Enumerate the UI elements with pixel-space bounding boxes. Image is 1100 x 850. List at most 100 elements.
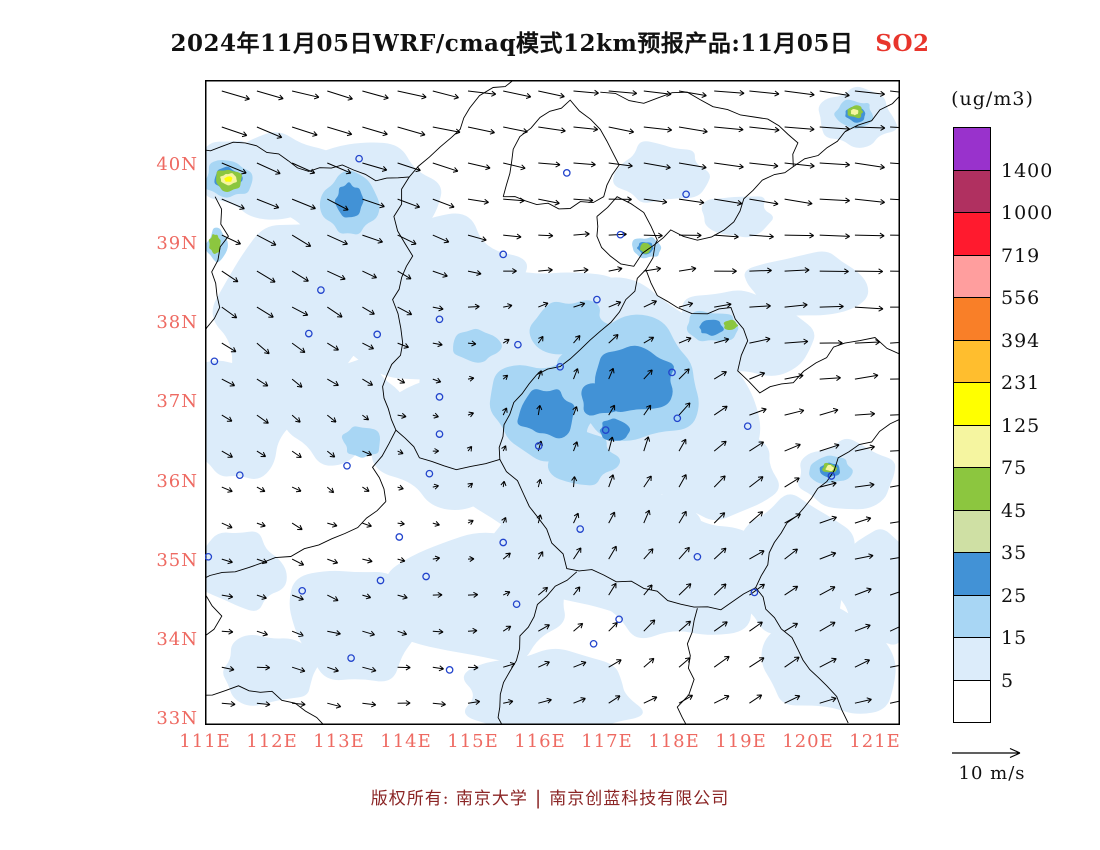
concentration-blob [581,383,623,416]
wind-arrow [573,547,582,560]
wind-arrow [573,697,586,704]
wind-arrow [678,126,708,135]
wind-arrow [749,621,763,632]
wind-arrow [749,550,765,560]
wind-arrow [500,480,507,488]
wind-arrow [327,666,339,673]
province-boundaries [206,81,899,724]
wind-arrow [678,583,692,596]
wind-arrow [749,407,767,416]
wind-arrow [467,90,497,97]
wind-arrow [678,620,692,632]
wind-arrow [749,511,764,524]
wind-arrow [362,450,373,457]
city-marker [512,600,521,609]
wind-arrow [714,198,743,206]
wind-arrow [678,90,707,98]
wind-arrow [326,486,335,494]
wind-arrow [291,270,309,282]
concentration-blob [453,328,502,363]
copyright-owner: 版权所有: 南京大学 [370,789,528,809]
city-marker [435,430,444,438]
wind-arrow [643,369,653,380]
wind-arrow [643,548,654,560]
wind-arrow [714,89,745,97]
wind-arrow [467,234,487,242]
colorbar-tick-label: 1000 [1001,202,1054,224]
city-marker [576,525,585,533]
concentration-blob [382,532,569,663]
wind-arrow [678,474,687,488]
wind-arrow [713,512,726,524]
wind-arrow [890,270,899,272]
wind-arrow [467,482,474,489]
wind-arrow [467,270,482,276]
wind-arrow [573,660,587,668]
concentration-blob [289,570,434,682]
concentration-blob [223,634,322,706]
colorbar-cell [953,212,991,256]
wind-arrow [256,198,280,210]
wind-arrow [502,407,508,416]
concentration-blob [206,531,287,611]
wind-arrow [608,511,616,524]
wind-arrow [608,90,638,97]
wind-arrow [819,657,837,668]
colorbar-tick-label: 75 [1001,457,1028,479]
wind-arrow [890,234,899,236]
wind-arrow [643,475,652,488]
wind-arrow [256,664,271,671]
lat-tick-label: 38N [156,312,198,334]
city-marker [499,538,508,547]
city-marker [298,586,307,595]
wind-arrow [291,198,316,210]
wind-arrow [784,443,801,452]
wind-arrow [432,665,444,672]
wind-arrow [749,441,765,452]
footer-divider-icon: | [534,787,543,809]
wind-arrow [572,406,579,416]
wind-arrow [327,90,353,101]
wind-arrow [678,546,690,560]
wind-arrow [713,405,728,416]
wind-arrow [714,301,732,308]
city-marker [682,190,690,199]
wind-arrow [538,198,560,206]
wind-arrow [432,521,440,527]
wind-arrow [890,198,899,201]
boundary-line [206,594,223,636]
boundary-line [676,608,698,724]
wind-arrow [784,126,815,133]
wind-arrow [467,664,479,671]
wind-arrow [854,268,884,275]
wind-arrow [643,232,663,239]
wind-arrow [397,270,412,280]
wind-arrow [608,334,619,344]
wind-arrow [256,378,269,387]
wind-arrow [749,476,764,488]
wind-arrow [432,234,450,244]
colorbar-cell [953,339,991,383]
wind-arrow [502,590,511,597]
wind-arrow [291,558,305,566]
wind-arrow [221,198,245,210]
city-marker [235,471,244,480]
wind-arrow [854,553,874,560]
wind-arrow [890,90,899,93]
city-marker [395,533,404,541]
wind-arrow [538,267,553,274]
wind-arrow [397,520,405,527]
wind-arrow [749,694,763,704]
concentration-blob [637,419,779,521]
wind-arrow [784,408,805,416]
lat-tick-label: 33N [156,707,198,729]
wind-arrow [643,198,668,205]
wind-arrow [291,234,312,247]
wind-arrow [538,697,552,704]
wind-arrow [362,306,375,315]
boundary-line [645,166,899,394]
wind-arrow [713,371,727,380]
city-marker [343,461,351,470]
wind-arrow [536,514,543,524]
